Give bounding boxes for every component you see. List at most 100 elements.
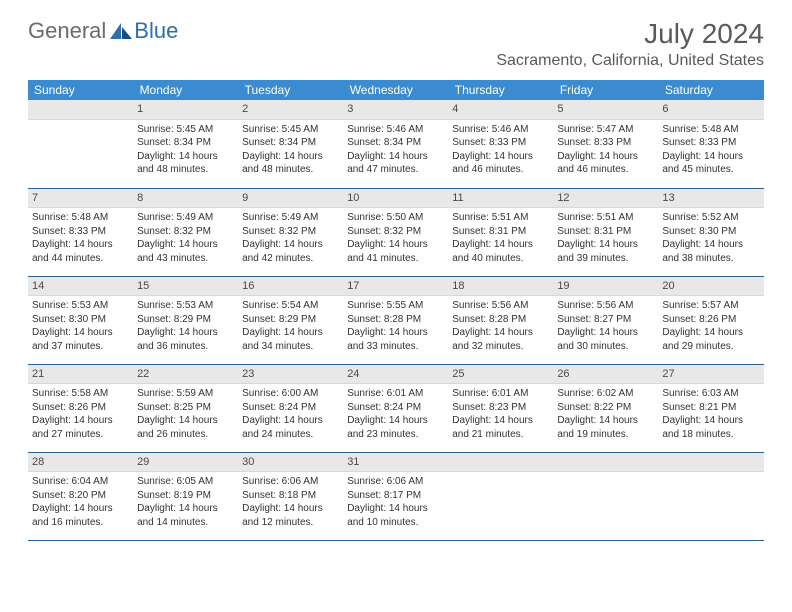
day-number: 4 <box>448 100 553 120</box>
day-line: Sunset: 8:26 PM <box>662 313 759 327</box>
day-line: Sunrise: 5:46 AM <box>347 123 444 137</box>
day-line: and 10 minutes. <box>347 516 444 530</box>
day-line: Daylight: 14 hours <box>347 238 444 252</box>
day-line: and 18 minutes. <box>662 428 759 442</box>
day-line: Daylight: 14 hours <box>32 414 129 428</box>
day-number: 13 <box>658 189 763 209</box>
calendar-cell: 5Sunrise: 5:47 AMSunset: 8:33 PMDaylight… <box>553 100 658 188</box>
day-line: Sunset: 8:21 PM <box>662 401 759 415</box>
day-text: Sunrise: 5:51 AMSunset: 8:31 PMDaylight:… <box>448 208 553 269</box>
day-line: Sunset: 8:33 PM <box>662 136 759 150</box>
day-line: and 30 minutes. <box>557 340 654 354</box>
day-line: Sunset: 8:23 PM <box>452 401 549 415</box>
day-number: 6 <box>658 100 763 120</box>
day-number: 12 <box>553 189 658 209</box>
calendar-table: Sunday Monday Tuesday Wednesday Thursday… <box>28 80 764 541</box>
day-line: Daylight: 14 hours <box>242 150 339 164</box>
day-number: 16 <box>238 277 343 297</box>
day-line: Sunrise: 5:45 AM <box>137 123 234 137</box>
day-line: Sunset: 8:29 PM <box>137 313 234 327</box>
day-text: Sunrise: 6:06 AMSunset: 8:17 PMDaylight:… <box>343 472 448 533</box>
day-line: Sunset: 8:20 PM <box>32 489 129 503</box>
day-text: Sunrise: 5:56 AMSunset: 8:28 PMDaylight:… <box>448 296 553 357</box>
weekday-tuesday: Tuesday <box>238 80 343 100</box>
weekday-wednesday: Wednesday <box>343 80 448 100</box>
day-number: 14 <box>28 277 133 297</box>
calendar-cell: 4Sunrise: 5:46 AMSunset: 8:33 PMDaylight… <box>448 100 553 188</box>
day-number: 11 <box>448 189 553 209</box>
day-line: Daylight: 14 hours <box>452 150 549 164</box>
day-text: Sunrise: 5:46 AMSunset: 8:34 PMDaylight:… <box>343 120 448 181</box>
day-text: Sunrise: 5:50 AMSunset: 8:32 PMDaylight:… <box>343 208 448 269</box>
day-line: and 45 minutes. <box>662 163 759 177</box>
day-line: and 21 minutes. <box>452 428 549 442</box>
day-line: Sunrise: 5:53 AM <box>137 299 234 313</box>
day-line: Sunrise: 5:54 AM <box>242 299 339 313</box>
calendar-cell: 19Sunrise: 5:56 AMSunset: 8:27 PMDayligh… <box>553 276 658 364</box>
title-block: July 2024 Sacramento, California, United… <box>496 18 764 70</box>
day-line: and 40 minutes. <box>452 252 549 266</box>
day-line: and 39 minutes. <box>557 252 654 266</box>
day-line: Sunset: 8:27 PM <box>557 313 654 327</box>
day-line: Daylight: 14 hours <box>662 414 759 428</box>
day-line: Sunrise: 5:52 AM <box>662 211 759 225</box>
day-number: 24 <box>343 365 448 385</box>
day-number: 29 <box>133 453 238 473</box>
day-line: Sunset: 8:26 PM <box>32 401 129 415</box>
day-number <box>448 453 553 473</box>
calendar-cell: 16Sunrise: 5:54 AMSunset: 8:29 PMDayligh… <box>238 276 343 364</box>
day-number: 1 <box>133 100 238 120</box>
day-line: Sunset: 8:24 PM <box>242 401 339 415</box>
day-line: Sunset: 8:33 PM <box>557 136 654 150</box>
day-line: Sunrise: 5:55 AM <box>347 299 444 313</box>
day-line: Daylight: 14 hours <box>137 326 234 340</box>
day-text: Sunrise: 6:04 AMSunset: 8:20 PMDaylight:… <box>28 472 133 533</box>
day-line: Sunrise: 6:02 AM <box>557 387 654 401</box>
day-line: Daylight: 14 hours <box>557 326 654 340</box>
day-text: Sunrise: 5:58 AMSunset: 8:26 PMDaylight:… <box>28 384 133 445</box>
day-line: Daylight: 14 hours <box>137 150 234 164</box>
day-line: and 47 minutes. <box>347 163 444 177</box>
day-line: Sunset: 8:33 PM <box>32 225 129 239</box>
day-line: and 27 minutes. <box>32 428 129 442</box>
day-text: Sunrise: 5:46 AMSunset: 8:33 PMDaylight:… <box>448 120 553 181</box>
day-line: and 41 minutes. <box>347 252 444 266</box>
day-line: and 36 minutes. <box>137 340 234 354</box>
weekday-friday: Friday <box>553 80 658 100</box>
day-text: Sunrise: 5:56 AMSunset: 8:27 PMDaylight:… <box>553 296 658 357</box>
day-line: and 16 minutes. <box>32 516 129 530</box>
day-number: 15 <box>133 277 238 297</box>
day-line: Sunrise: 5:50 AM <box>347 211 444 225</box>
day-text: Sunrise: 5:45 AMSunset: 8:34 PMDaylight:… <box>133 120 238 181</box>
calendar-cell: 31Sunrise: 6:06 AMSunset: 8:17 PMDayligh… <box>343 452 448 540</box>
day-line: Sunrise: 6:03 AM <box>662 387 759 401</box>
weekday-monday: Monday <box>133 80 238 100</box>
day-text: Sunrise: 6:06 AMSunset: 8:18 PMDaylight:… <box>238 472 343 533</box>
day-line: Sunrise: 5:51 AM <box>557 211 654 225</box>
location-subtitle: Sacramento, California, United States <box>496 52 764 70</box>
day-number <box>28 100 133 120</box>
day-number: 17 <box>343 277 448 297</box>
calendar-cell: 15Sunrise: 5:53 AMSunset: 8:29 PMDayligh… <box>133 276 238 364</box>
day-line: Daylight: 14 hours <box>242 326 339 340</box>
day-line: Daylight: 14 hours <box>452 414 549 428</box>
day-text: Sunrise: 5:59 AMSunset: 8:25 PMDaylight:… <box>133 384 238 445</box>
day-text: Sunrise: 5:53 AMSunset: 8:30 PMDaylight:… <box>28 296 133 357</box>
day-line: Daylight: 14 hours <box>452 326 549 340</box>
calendar-row: 7Sunrise: 5:48 AMSunset: 8:33 PMDaylight… <box>28 188 764 276</box>
day-line: and 38 minutes. <box>662 252 759 266</box>
day-line: Sunrise: 5:58 AM <box>32 387 129 401</box>
day-text: Sunrise: 5:53 AMSunset: 8:29 PMDaylight:… <box>133 296 238 357</box>
day-line: Sunset: 8:32 PM <box>137 225 234 239</box>
day-line: Sunrise: 5:49 AM <box>242 211 339 225</box>
day-number: 2 <box>238 100 343 120</box>
day-line: Sunset: 8:33 PM <box>452 136 549 150</box>
day-line: Sunset: 8:28 PM <box>347 313 444 327</box>
day-line: Sunset: 8:32 PM <box>347 225 444 239</box>
day-text: Sunrise: 6:02 AMSunset: 8:22 PMDaylight:… <box>553 384 658 445</box>
day-number: 21 <box>28 365 133 385</box>
calendar-cell: 27Sunrise: 6:03 AMSunset: 8:21 PMDayligh… <box>658 364 763 452</box>
day-line: Daylight: 14 hours <box>347 502 444 516</box>
day-line: Sunset: 8:31 PM <box>452 225 549 239</box>
calendar-cell: 10Sunrise: 5:50 AMSunset: 8:32 PMDayligh… <box>343 188 448 276</box>
